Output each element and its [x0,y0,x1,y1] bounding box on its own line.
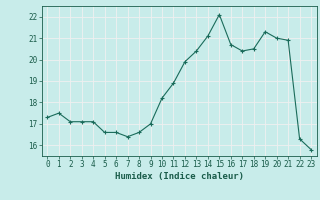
X-axis label: Humidex (Indice chaleur): Humidex (Indice chaleur) [115,172,244,181]
